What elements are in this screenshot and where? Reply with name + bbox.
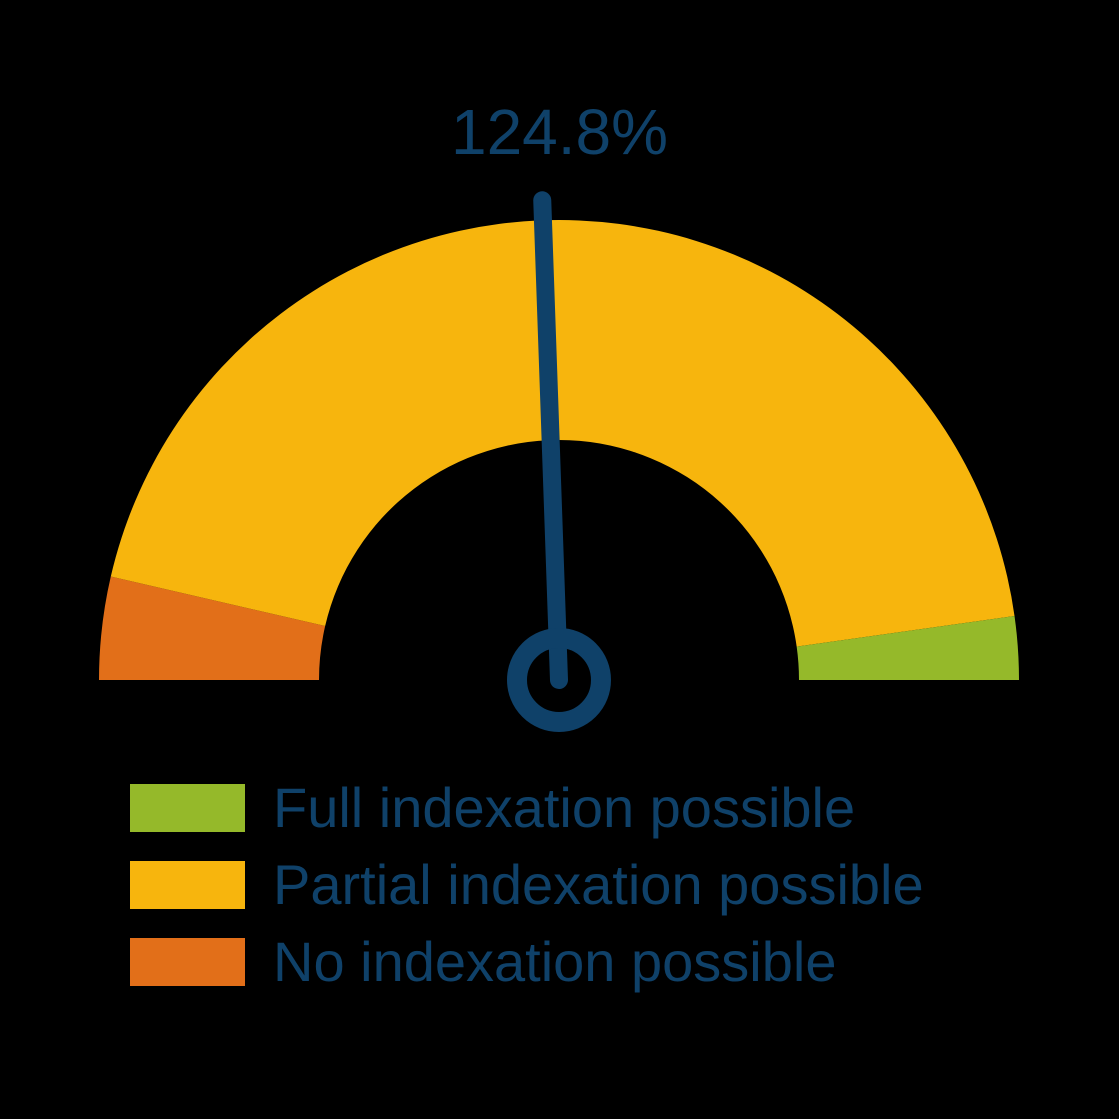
legend-swatch [130, 861, 245, 909]
legend-item: No indexation possible [130, 929, 924, 994]
gauge-chart-container: 124.8% Full indexation possible Partial … [0, 0, 1119, 1119]
legend-item: Partial indexation possible [130, 852, 924, 917]
legend-label: Full indexation possible [273, 775, 855, 840]
legend-item: Full indexation possible [130, 775, 924, 840]
gauge-svg [0, 0, 1119, 760]
legend-swatch [130, 938, 245, 986]
legend-label: Partial indexation possible [273, 852, 924, 917]
legend: Full indexation possible Partial indexat… [130, 775, 924, 1006]
legend-label: No indexation possible [273, 929, 836, 994]
legend-swatch [130, 784, 245, 832]
